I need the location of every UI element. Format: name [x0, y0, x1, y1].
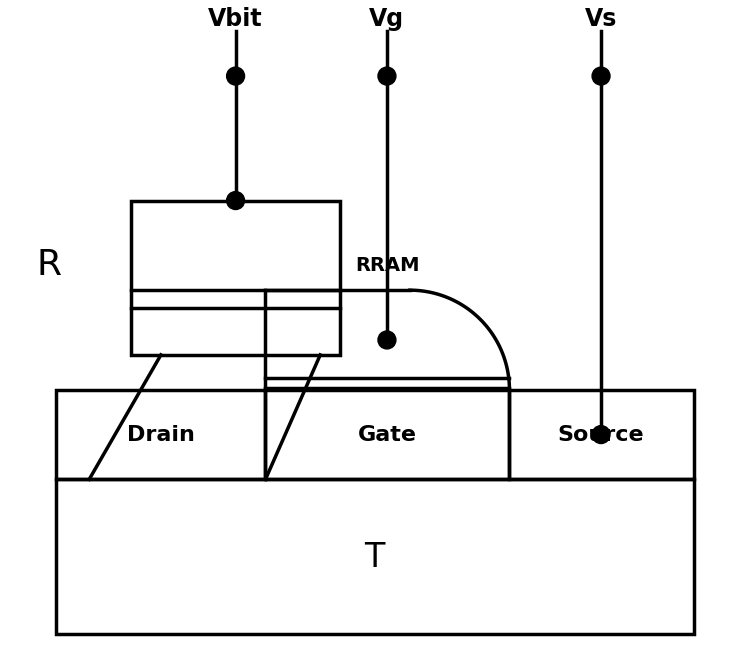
Text: T: T [364, 540, 384, 574]
Circle shape [378, 67, 396, 85]
Text: Drain: Drain [127, 424, 195, 445]
Text: Vs: Vs [585, 7, 617, 31]
Bar [56, 390, 265, 479]
Circle shape [592, 67, 610, 85]
Text: Source: Source [558, 424, 644, 445]
Text: R: R [37, 248, 62, 282]
Text: RRAM: RRAM [355, 256, 419, 275]
Text: Vbit: Vbit [208, 7, 263, 31]
Bar [509, 390, 694, 479]
Text: Gate: Gate [357, 424, 416, 445]
Bar [56, 479, 694, 633]
Bar [131, 201, 340, 355]
Bar [265, 390, 509, 479]
Circle shape [227, 67, 244, 85]
Text: Vg: Vg [369, 7, 404, 31]
Circle shape [378, 331, 396, 349]
Circle shape [592, 426, 610, 444]
Circle shape [227, 192, 244, 210]
